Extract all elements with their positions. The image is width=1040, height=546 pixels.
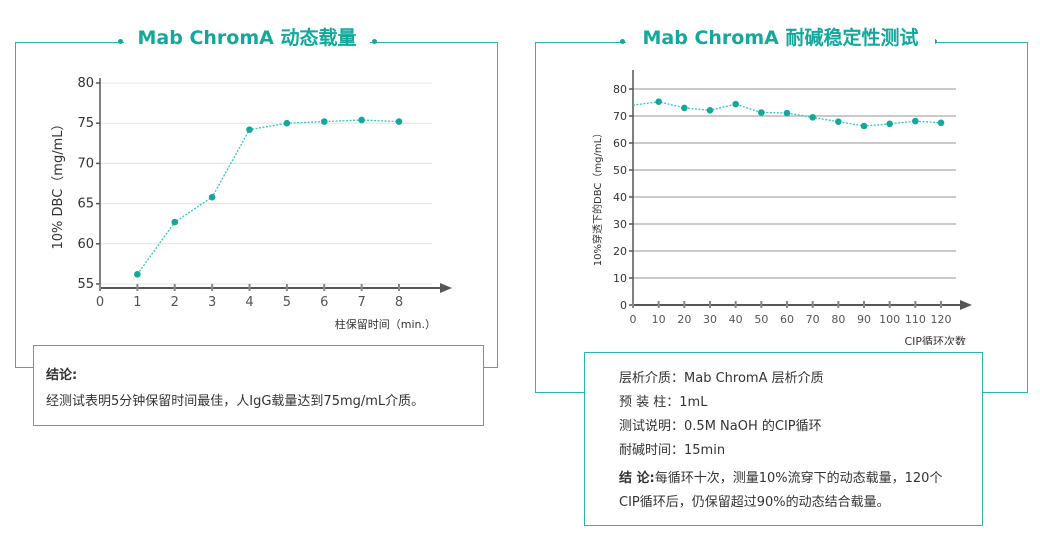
info-label: 测试说明： (619, 419, 685, 434)
data-point (732, 100, 739, 108)
info-row: 层析介质：Mab ChromA 层析介质 (619, 367, 824, 391)
title-dot (118, 39, 123, 44)
y-tick-label: 40 (613, 191, 627, 204)
data-point (835, 118, 842, 125)
info-label: 层析介质： (619, 371, 685, 386)
data-point (171, 218, 179, 226)
data-point (860, 122, 868, 130)
x-tick-label: 80 (831, 313, 845, 326)
y-tick-label: 70 (613, 110, 627, 123)
info-value: 15min (684, 443, 726, 458)
x-tick-label: 3 (208, 295, 216, 310)
x-axis-arrow-icon (960, 300, 972, 310)
left-conclusion-box: 结论: 经测试表明5分钟保留时间最佳，人IgG载量达到75mg/mL介质。 (33, 345, 484, 426)
x-tick-label: 8 (395, 295, 403, 310)
x-tick-label: 0 (96, 295, 104, 310)
series-line (136, 119, 400, 275)
right-chart-title: Mab ChromA 耐碱稳定性测试 (626, 24, 935, 52)
y-tick-label: 80 (613, 83, 627, 96)
x-tick-label: 60 (780, 313, 794, 326)
y-tick-label: 60 (613, 137, 627, 150)
title-dot (620, 39, 625, 44)
data-point (706, 107, 714, 114)
x-axis-arrow-icon (440, 283, 452, 293)
info-label: 预 装 柱： (619, 395, 680, 410)
y-tick-label: 80 (77, 76, 94, 91)
x-tick-label: 5 (283, 295, 291, 310)
x-tick-label: 1 (133, 295, 141, 310)
x-tick-label: 20 (677, 313, 691, 326)
info-row: 测试说明：0.5M NaOH 的CIP循环 (619, 415, 824, 439)
left-chart-title: Mab ChromA 动态载量 (124, 24, 370, 52)
y-tick-label: 75 (77, 116, 94, 131)
title-dot (372, 39, 377, 44)
x-tick-label: 4 (245, 295, 253, 310)
conclusion-text: 经测试表明5分钟保留时间最佳，人IgG载量达到75mg/mL介质。 (46, 394, 425, 409)
conclusion-label: 结 论: (619, 471, 655, 486)
y-tick-label: 65 (77, 197, 94, 212)
right-conclusion: 结 论:每循环十次，测量10%流穿下的动态载量，120个 CIP循环后，仍保留超… (619, 467, 942, 515)
right-info-box: 层析介质：Mab ChromA 层析介质预 装 柱：1mL 测试说明：0.5M N… (584, 352, 983, 526)
y-tick-label: 50 (613, 164, 627, 177)
y-tick-label: 60 (77, 237, 94, 252)
data-point (886, 120, 893, 128)
x-tick-label: 6 (320, 295, 328, 310)
y-axis-label: 10%穿透下的DBC（mg/mL） (591, 128, 604, 266)
y-tick-label: 20 (613, 245, 627, 258)
x-tick-label: 50 (754, 313, 768, 326)
data-point (912, 117, 919, 125)
y-tick-label: 30 (613, 218, 627, 231)
data-point (320, 118, 328, 125)
y-tick-label: 55 (77, 277, 94, 292)
x-tick-label: 90 (857, 313, 871, 326)
info-label: 耐碱时间： (619, 443, 685, 458)
data-point (758, 109, 765, 116)
info-row: 预 装 柱：1mL (619, 391, 824, 415)
conclusion-label: 结论: (46, 368, 78, 383)
data-point (358, 116, 365, 124)
x-tick-label: 2 (171, 295, 179, 310)
data-point (208, 193, 216, 201)
data-point (395, 118, 403, 125)
x-tick-label: 0 (630, 313, 637, 326)
data-point (681, 104, 688, 112)
data-point (283, 119, 291, 127)
x-tick-label: 30 (703, 313, 717, 326)
x-axis-label: CIP循环次数 (904, 334, 966, 345)
y-tick-label: 0 (620, 299, 627, 312)
data-point (937, 119, 945, 127)
x-tick-label: 10 (652, 313, 666, 326)
info-value: 1mL (679, 395, 708, 410)
dbc-chart: 55 60 65 70 75 80 0 1 2 3 4 5 6 7 8 10% DBC（mg/mL） 柱保留时间… (51, 76, 452, 331)
info-value: 0.5M NaOH 的CIP循环 (684, 419, 822, 434)
y-tick-label: 10 (613, 272, 627, 285)
conclusion-line-2: CIP循环后，仍保留超过90%的动态结合载量。 (619, 495, 890, 510)
x-tick-label: 100 (879, 313, 900, 326)
data-point (783, 109, 791, 117)
y-axis-label: 10% DBC（mg/mL） (51, 117, 66, 249)
data-point (809, 114, 816, 121)
x-tick-label: 110 (905, 313, 926, 326)
data-point (246, 126, 253, 133)
x-tick-label: 40 (729, 313, 743, 326)
x-tick-label: 7 (357, 295, 365, 310)
info-row: 耐碱时间：15min (619, 439, 824, 463)
x-axis-label: 柱保留时间（min.） (335, 317, 436, 331)
data-point (655, 98, 662, 105)
x-tick-label: 120 (931, 313, 952, 326)
data-point (134, 271, 141, 278)
y-tick-label: 70 (77, 156, 94, 171)
cip-stability-chart: 0 10 20 30 40 50 60 70 80 0 10 20 30 40 50 60 70 80 90 100 1… (591, 70, 972, 345)
info-value: Mab ChromA 层析介质 (684, 371, 824, 386)
conclusion-line-1: 每循环十次，测量10%流穿下的动态载量，120个 (654, 471, 943, 486)
x-tick-label: 70 (806, 313, 820, 326)
